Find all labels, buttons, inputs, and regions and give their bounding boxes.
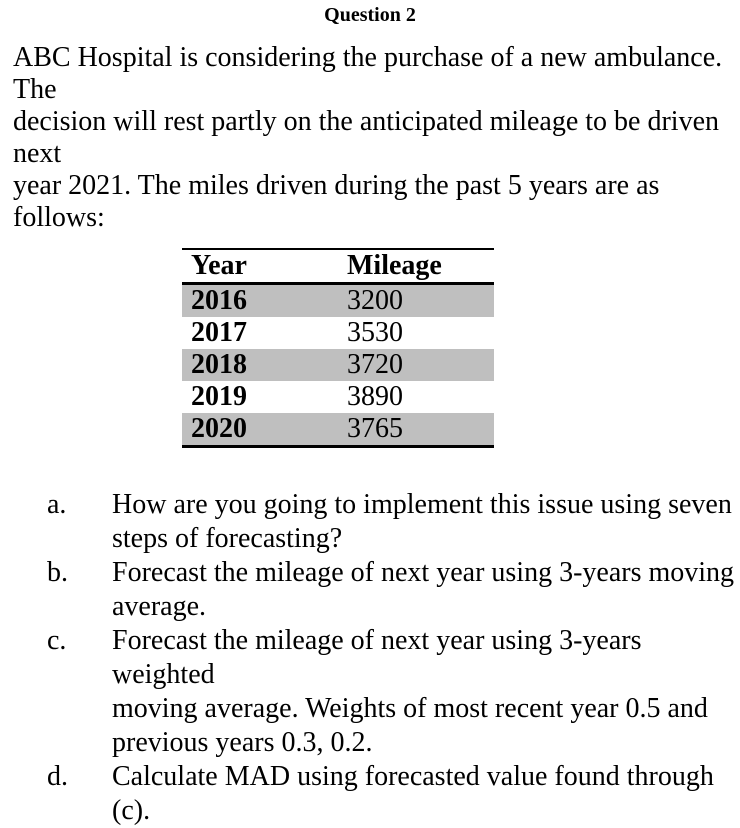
mileage-cell: 3530 xyxy=(347,317,403,348)
year-cell: 2017 xyxy=(191,317,247,348)
table-header-row: Year Mileage xyxy=(182,249,494,284)
document-page: Question 2 ABC Hospital is considering t… xyxy=(0,4,740,828)
question-item-b: b. Forecast the mileage of next year usi… xyxy=(0,556,740,624)
year-cell: 2018 xyxy=(191,349,247,380)
question-label: c. xyxy=(47,625,67,656)
question-list: a. How are you going to implement this i… xyxy=(0,488,740,828)
page-title: Question 2 xyxy=(324,4,416,26)
mileage-cell: 3765 xyxy=(347,413,403,444)
mileage-cell: 3720 xyxy=(347,349,403,380)
question-text: Forecast the mileage of next year using … xyxy=(112,557,735,622)
year-column-header: Year xyxy=(191,250,247,281)
question-label: d. xyxy=(47,761,68,792)
question-label: a. xyxy=(47,489,67,520)
year-cell: 2016 xyxy=(191,285,247,316)
table-row: 2017 3530 xyxy=(182,317,494,349)
table-row: 2016 3200 xyxy=(182,283,494,317)
mileage-column-header: Mileage xyxy=(347,250,442,281)
table-row: 2018 3720 xyxy=(182,349,494,381)
year-cell: 2020 xyxy=(191,413,247,444)
mileage-cell: 3890 xyxy=(347,381,403,412)
table-row: 2020 3765 xyxy=(182,413,494,447)
question-text: Calculate MAD using forecasted value fou… xyxy=(112,761,714,826)
question-text: Forecast the mileage of next year using … xyxy=(112,625,708,758)
intro-paragraph: ABC Hospital is considering the purchase… xyxy=(13,42,723,233)
question-item-c: c. Forecast the mileage of next year usi… xyxy=(0,624,740,760)
question-label: b. xyxy=(47,557,68,588)
table-row: 2019 3890 xyxy=(182,381,494,413)
question-text: How are you going to implement this issu… xyxy=(112,489,732,554)
mileage-cell: 3200 xyxy=(347,285,403,316)
question-item-d: d. Calculate MAD using forecasted value … xyxy=(0,760,740,828)
question-item-a: a. How are you going to implement this i… xyxy=(0,488,740,556)
mileage-table: Year Mileage 2016 3200 2017 3530 2018 37… xyxy=(182,248,494,448)
year-cell: 2019 xyxy=(191,381,247,412)
